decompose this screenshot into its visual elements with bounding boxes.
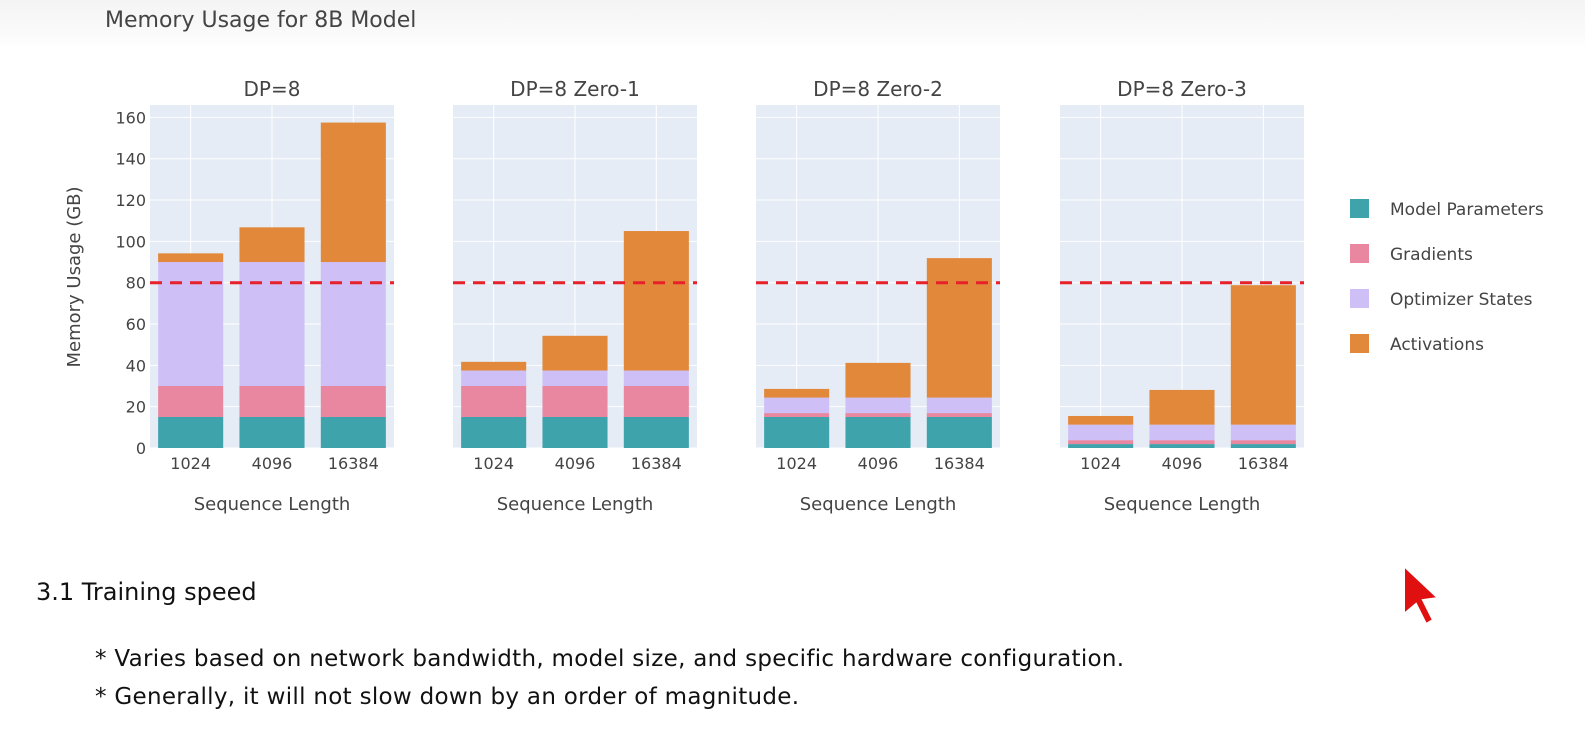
bar-activations — [1068, 415, 1134, 425]
x-tick-label: 4096 — [1162, 454, 1203, 473]
bar-gradients — [320, 386, 386, 418]
bar-activations — [461, 361, 527, 371]
section-heading: 3.1 Training speed — [36, 578, 257, 606]
bar-activations — [764, 388, 830, 398]
x-tick-label: 4096 — [555, 454, 596, 473]
bar-activations — [320, 122, 386, 263]
bar-optimizer-states — [461, 370, 527, 387]
legend-label: Model Parameters — [1390, 200, 1544, 220]
x-axis-title: Sequence Length — [194, 494, 351, 515]
x-axis-title: Sequence Length — [497, 494, 654, 515]
bar-model-parameters — [158, 417, 224, 448]
bar-gradients — [623, 386, 689, 418]
y-tick-label: 120 — [115, 191, 146, 210]
y-tick-label: 140 — [115, 150, 146, 169]
bar-gradients — [764, 413, 830, 418]
x-tick-label: 1024 — [1080, 454, 1121, 473]
bar-model-parameters — [320, 417, 386, 448]
bar-optimizer-states — [623, 370, 689, 387]
bar-model-parameters — [623, 417, 689, 448]
x-axis-title: Sequence Length — [1104, 494, 1261, 515]
x-tick-label: 4096 — [858, 454, 899, 473]
panel-title: DP=8 Zero-1 — [510, 77, 640, 101]
bar-gradients — [1068, 440, 1134, 445]
x-tick-label: 16384 — [934, 454, 985, 473]
x-tick-label: 16384 — [1238, 454, 1289, 473]
bar-gradients — [542, 386, 608, 418]
bar-model-parameters — [845, 417, 911, 448]
legend-swatch — [1350, 289, 1369, 308]
bar-activations — [158, 253, 224, 263]
title-band — [0, 0, 1585, 48]
bullet-2: * Generally, it will not slow down by an… — [95, 684, 800, 710]
y-tick-label: 20 — [126, 398, 146, 417]
legend-label: Gradients — [1390, 245, 1473, 265]
bar-optimizer-states — [926, 397, 992, 414]
bar-activations — [1149, 389, 1215, 425]
bar-activations — [542, 335, 608, 371]
bar-gradients — [239, 386, 305, 418]
mouse-cursor-icon — [1403, 563, 1441, 626]
legend-swatch — [1350, 199, 1369, 218]
bar-optimizer-states — [158, 262, 224, 387]
panel-title: DP=8 Zero-3 — [1117, 77, 1247, 101]
bar-model-parameters — [1068, 444, 1134, 448]
y-tick-label: 100 — [115, 232, 146, 251]
bar-model-parameters — [764, 417, 830, 448]
legend-swatch — [1350, 244, 1369, 263]
bar-optimizer-states — [845, 397, 911, 414]
bar-model-parameters — [461, 417, 527, 448]
bar-model-parameters — [239, 417, 305, 448]
bar-activations — [623, 231, 689, 371]
bar-activations — [926, 258, 992, 398]
bar-optimizer-states — [542, 370, 608, 387]
bar-activations — [1230, 285, 1296, 425]
x-tick-label: 1024 — [776, 454, 817, 473]
bar-optimizer-states — [320, 262, 386, 387]
bar-gradients — [926, 413, 992, 418]
bar-optimizer-states — [1230, 424, 1296, 441]
bar-model-parameters — [542, 417, 608, 448]
x-tick-label: 4096 — [252, 454, 293, 473]
bar-gradients — [845, 413, 911, 418]
x-tick-label: 1024 — [170, 454, 211, 473]
legend-label: Activations — [1390, 335, 1484, 355]
y-axis-title: Memory Usage (GB) — [64, 186, 85, 367]
bar-gradients — [1149, 440, 1215, 445]
bar-activations — [239, 227, 305, 263]
memory-usage-chart: Memory Usage for 8B Model 1024 4096 16384 DP… — [64, 8, 1544, 515]
bar-optimizer-states — [764, 397, 830, 414]
x-tick-label: 16384 — [328, 454, 379, 473]
bar-optimizer-states — [1068, 424, 1134, 441]
bar-model-parameters — [926, 417, 992, 448]
bullet-1: * Varies based on network bandwidth, mod… — [95, 646, 1125, 672]
x-axis-title: Sequence Length — [800, 494, 957, 515]
bar-gradients — [1230, 440, 1296, 445]
panel-title: DP=8 Zero-2 — [813, 77, 943, 101]
bar-activations — [845, 362, 911, 398]
y-tick-label: 40 — [126, 356, 146, 375]
y-tick-label: 0 — [136, 439, 146, 458]
bar-gradients — [461, 386, 527, 418]
panel-title: DP=8 — [244, 77, 301, 101]
y-tick-label: 80 — [126, 274, 146, 293]
y-tick-label: 60 — [126, 315, 146, 334]
chart-title: Memory Usage for 8B Model — [105, 8, 416, 33]
x-tick-label: 16384 — [631, 454, 682, 473]
bar-model-parameters — [1230, 444, 1296, 448]
y-tick-label: 160 — [115, 108, 146, 127]
legend-swatch — [1350, 334, 1369, 353]
bar-model-parameters — [1149, 444, 1215, 448]
bar-gradients — [158, 386, 224, 418]
x-tick-label: 1024 — [473, 454, 514, 473]
legend-label: Optimizer States — [1390, 290, 1533, 310]
bar-optimizer-states — [1149, 424, 1215, 441]
bar-optimizer-states — [239, 262, 305, 387]
